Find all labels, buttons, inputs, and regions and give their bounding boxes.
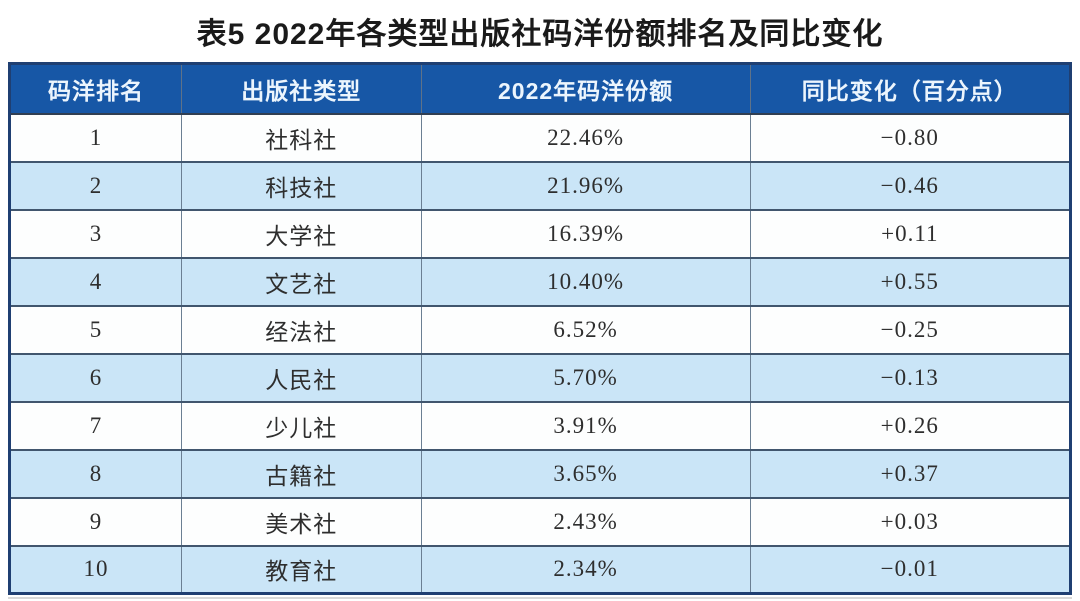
- type-cell: 社科社: [180, 113, 422, 163]
- header-row: 码洋排名 出版社类型 2022年码洋份额 同比变化（百分点）: [8, 62, 1072, 115]
- rank-cell: 2: [9, 161, 182, 211]
- bottom-divider: [8, 597, 1072, 599]
- table-row: 6 人民社 5.70% −0.13: [9, 353, 1071, 403]
- change-cell: +0.26: [749, 401, 1071, 451]
- share-cell: 3.65%: [420, 449, 751, 499]
- data-table-container: 码洋排名 出版社类型 2022年码洋份额 同比变化（百分点） 1 社科社 22.46…: [8, 62, 1072, 595]
- table-body: 1 社科社 22.46% −0.80 2 科技社 21.96% −0.46 3 大学社 16.39%…: [9, 113, 1071, 595]
- header-share: 2022年码洋份额: [420, 62, 751, 115]
- share-cell: 16.39%: [420, 209, 751, 259]
- type-cell: 教育社: [180, 545, 422, 595]
- change-cell: −0.80: [749, 113, 1071, 163]
- type-cell: 经法社: [180, 305, 422, 355]
- change-cell: +0.55: [749, 257, 1071, 307]
- type-cell: 科技社: [180, 161, 422, 211]
- table-row: 10 教育社 2.34% −0.01: [9, 545, 1071, 595]
- rank-cell: 5: [9, 305, 182, 355]
- rank-cell: 7: [9, 401, 182, 451]
- rank-cell: 3: [9, 209, 182, 259]
- share-cell: 5.70%: [420, 353, 751, 403]
- table-row: 1 社科社 22.46% −0.80: [9, 113, 1071, 163]
- rank-cell: 1: [9, 113, 182, 163]
- share-cell: 10.40%: [420, 257, 751, 307]
- change-cell: −0.13: [749, 353, 1071, 403]
- rank-cell: 8: [9, 449, 182, 499]
- table-row: 5 经法社 6.52% −0.25: [9, 305, 1071, 355]
- change-cell: −0.01: [749, 545, 1071, 595]
- change-cell: +0.03: [749, 497, 1071, 547]
- change-cell: −0.25: [749, 305, 1071, 355]
- type-cell: 大学社: [180, 209, 422, 259]
- type-cell: 美术社: [180, 497, 422, 547]
- table-caption: 表5 2022年各类型出版社码洋份额排名及同比变化: [196, 18, 884, 51]
- share-cell: 2.34%: [420, 545, 751, 595]
- type-cell: 人民社: [180, 353, 422, 403]
- share-cell: 3.91%: [420, 401, 751, 451]
- table-header: 码洋排名 出版社类型 2022年码洋份额 同比变化（百分点）: [8, 62, 1072, 115]
- table-row: 3 大学社 16.39% +0.11: [9, 209, 1071, 259]
- rank-cell: 9: [9, 497, 182, 547]
- change-cell: +0.37: [749, 449, 1071, 499]
- table-row: 9 美术社 2.43% +0.03: [9, 497, 1071, 547]
- rank-cell: 10: [9, 545, 182, 595]
- change-cell: −0.46: [749, 161, 1071, 211]
- table-row: 7 少儿社 3.91% +0.26: [9, 401, 1071, 451]
- type-cell: 少儿社: [180, 401, 422, 451]
- header-change: 同比变化（百分点）: [749, 62, 1072, 115]
- rank-cell: 4: [9, 257, 182, 307]
- type-cell: 文艺社: [180, 257, 422, 307]
- rank-cell: 6: [9, 353, 182, 403]
- header-rank: 码洋排名: [8, 62, 182, 115]
- share-cell: 22.46%: [420, 113, 751, 163]
- type-cell: 古籍社: [180, 449, 422, 499]
- share-cell: 6.52%: [420, 305, 751, 355]
- table-row: 2 科技社 21.96% −0.46: [9, 161, 1071, 211]
- table-row: 4 文艺社 10.40% +0.55: [9, 257, 1071, 307]
- table-row: 8 古籍社 3.65% +0.37: [9, 449, 1071, 499]
- header-type: 出版社类型: [180, 62, 422, 115]
- change-cell: +0.11: [749, 209, 1071, 259]
- share-cell: 2.43%: [420, 497, 751, 547]
- share-cell: 21.96%: [420, 161, 751, 211]
- data-table: 码洋排名 出版社类型 2022年码洋份额 同比变化（百分点） 1 社科社 22.46…: [8, 62, 1072, 595]
